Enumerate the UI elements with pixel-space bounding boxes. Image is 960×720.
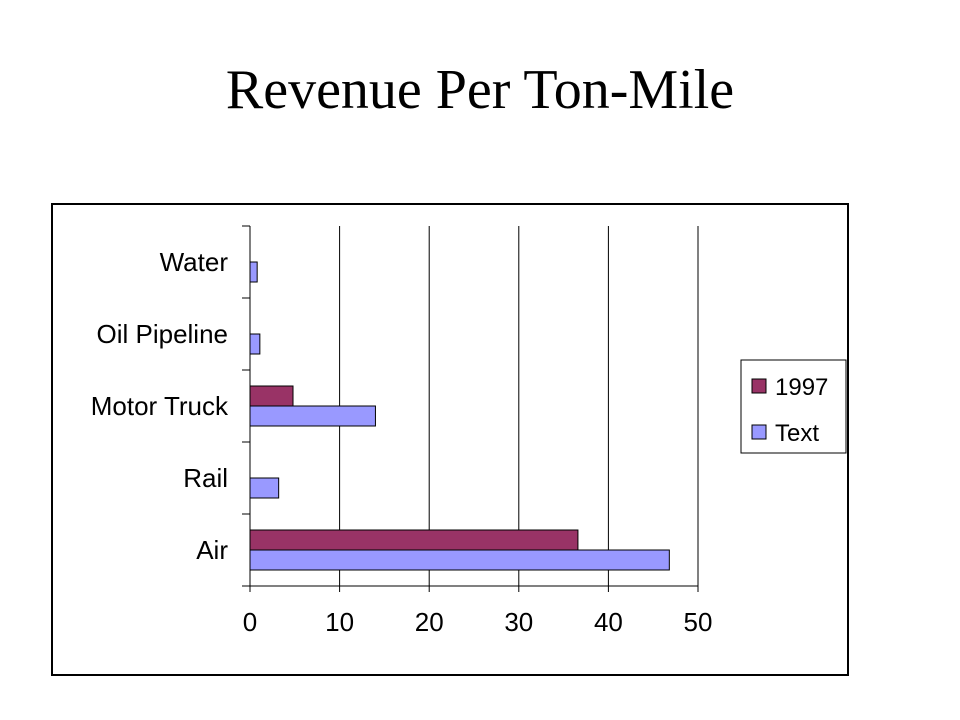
category-label: Rail bbox=[183, 463, 228, 493]
x-tick-label: 10 bbox=[325, 607, 354, 637]
bar bbox=[249, 529, 579, 551]
legend-label: 1997 bbox=[775, 374, 828, 401]
category-label: Oil Pipeline bbox=[96, 319, 228, 349]
bar bbox=[249, 385, 294, 407]
legend-swatch bbox=[751, 424, 767, 440]
bar bbox=[249, 405, 376, 427]
legend-swatch bbox=[751, 378, 767, 394]
chart-frame: 0 10 20 30 40 50 Water Oil Pipeline Motor Truck R… bbox=[51, 203, 849, 676]
legend-label: Text bbox=[775, 420, 819, 447]
x-tick-label: 40 bbox=[594, 607, 623, 637]
category-label: Motor Truck bbox=[91, 391, 229, 421]
bar bbox=[249, 549, 670, 571]
x-tick-label: 0 bbox=[243, 607, 257, 637]
category-label: Water bbox=[160, 247, 229, 277]
slide-title: Revenue Per Ton-Mile bbox=[225, 59, 735, 121]
x-tick-label: 20 bbox=[415, 607, 444, 637]
bar bbox=[249, 261, 258, 283]
bar bbox=[249, 333, 261, 355]
bar bbox=[249, 477, 280, 499]
x-tick-label: 30 bbox=[504, 607, 533, 637]
category-label: Air bbox=[196, 535, 228, 565]
bar-chart: 0 10 20 30 40 50 Water Oil Pipeline Motor Truck R… bbox=[91, 225, 847, 637]
x-tick-label: 50 bbox=[684, 607, 713, 637]
